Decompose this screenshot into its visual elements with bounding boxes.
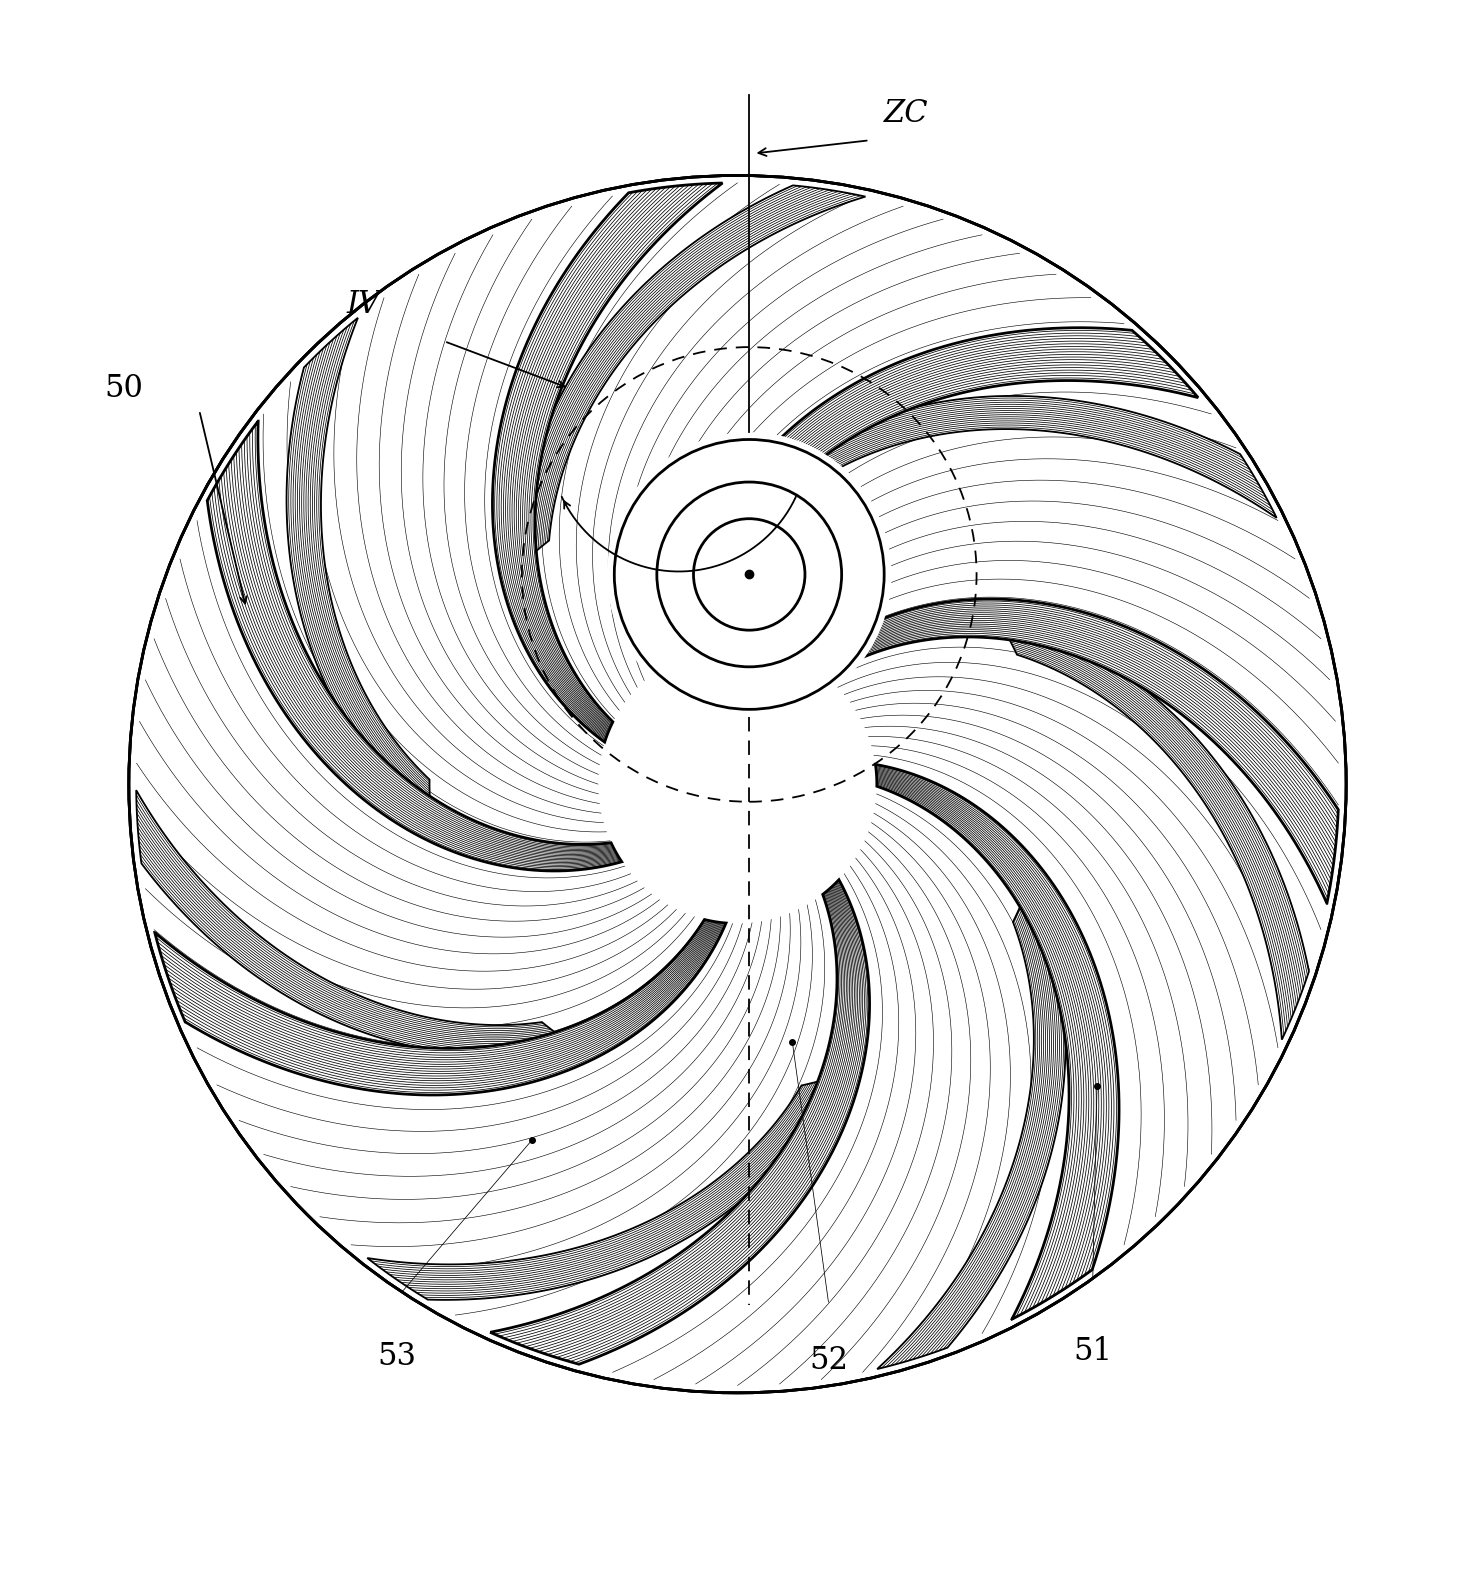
Polygon shape (773, 396, 1277, 518)
Polygon shape (521, 185, 866, 565)
Circle shape (608, 432, 891, 717)
Polygon shape (493, 184, 723, 742)
Text: ZC: ZC (884, 98, 929, 130)
Polygon shape (286, 318, 431, 817)
Polygon shape (136, 790, 572, 1054)
Text: 51: 51 (1072, 1336, 1112, 1368)
Polygon shape (999, 622, 1308, 1040)
Polygon shape (367, 1075, 838, 1300)
Polygon shape (876, 765, 1120, 1319)
Text: 52: 52 (808, 1346, 848, 1376)
Polygon shape (878, 888, 1065, 1369)
Polygon shape (155, 920, 726, 1095)
Polygon shape (208, 421, 622, 871)
Text: IV: IV (347, 290, 381, 320)
Polygon shape (808, 598, 1338, 904)
Circle shape (128, 176, 1347, 1393)
Polygon shape (490, 880, 870, 1365)
Polygon shape (687, 328, 1198, 654)
Text: 50: 50 (103, 372, 143, 404)
Text: 53: 53 (378, 1341, 417, 1371)
